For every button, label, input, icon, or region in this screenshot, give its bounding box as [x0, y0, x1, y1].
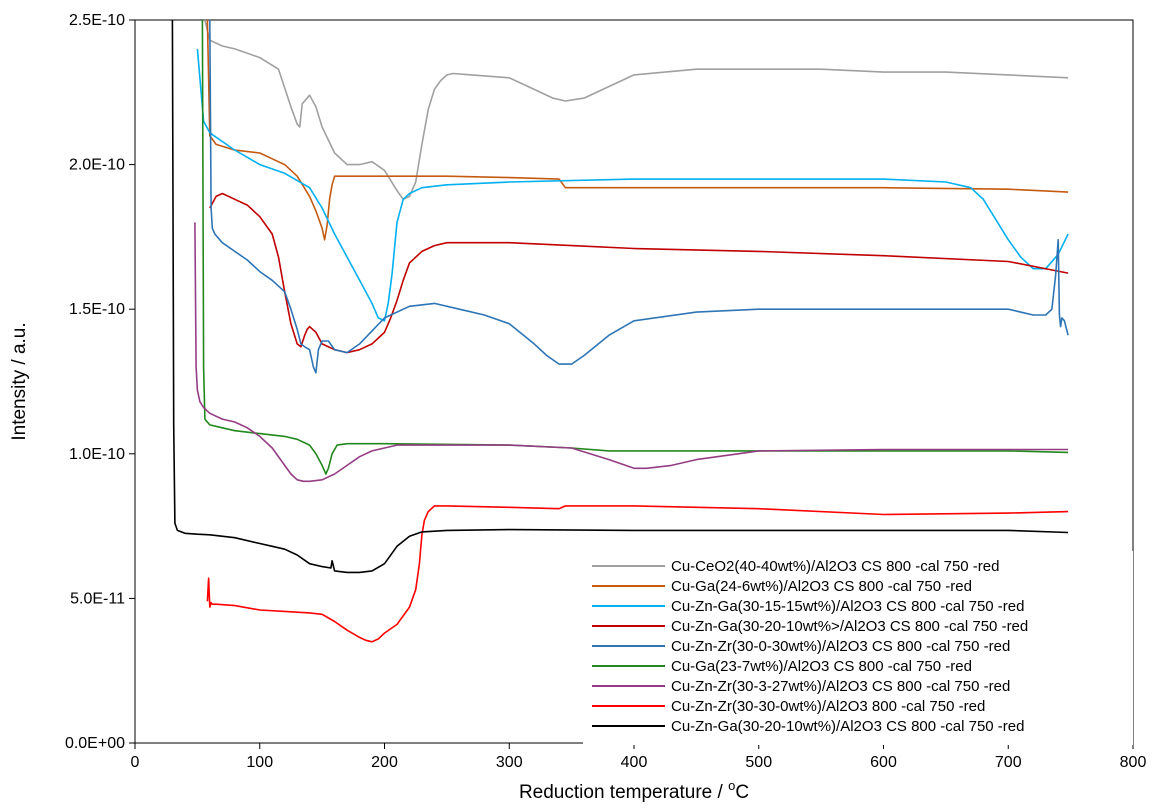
x-axis-title-unit: C: [735, 782, 749, 803]
y-tick-label: 2.5E-10: [69, 12, 125, 29]
x-tick-label: 0: [131, 754, 140, 771]
x-tick-label: 400: [621, 754, 648, 771]
series-line-6: [201, 19, 1069, 475]
x-tick-label: 700: [995, 754, 1022, 771]
series-line-3: [196, 48, 1069, 322]
legend-label-4: Cu-Zn-Ga(30-20-10wt%>/Al2O3 CS 800 -cal …: [671, 618, 1028, 635]
x-tick-label: 800: [1120, 754, 1147, 771]
x-tick-label: 500: [745, 754, 772, 771]
y-tick-label: 1.5E-10: [69, 301, 125, 318]
x-axis-title: Reduction temperature / oC: [519, 778, 749, 803]
y-tick-label: 2.0E-10: [69, 157, 125, 174]
legend: Cu-CeO2(40-40wt%)/Al2O3 CS 800 -cal 750 …: [583, 551, 1133, 745]
series-line-7: [194, 222, 1069, 483]
legend-label-3: Cu-Zn-Ga(30-15-15wt%)/Al2O3 CS 800 -cal …: [671, 598, 1024, 615]
x-tick-label: 600: [870, 754, 897, 771]
x-axis-title-main: Reduction temperature /: [519, 782, 728, 803]
legend-label-9: Cu-Zn-Ga(30-20-10wt%)/Al2O3 CS 800 -cal …: [671, 718, 1024, 735]
x-tick-label: 300: [496, 754, 523, 771]
x-tick-label: 100: [246, 754, 273, 771]
series-line-2: [206, 19, 1069, 241]
legend-label-1: Cu-CeO2(40-40wt%)/Al2O3 CS 800 -cal 750 …: [671, 558, 999, 575]
legend-label-7: Cu-Zn-Zr(30-3-27wt%)/Al2O3 CS 800 -cal 7…: [671, 678, 1010, 695]
series-layer: [171, 19, 1069, 643]
y-tick-label: 0.0E+00: [65, 735, 125, 752]
series-line-5: [209, 19, 1069, 374]
y-tick-label: 1.0E-10: [69, 446, 125, 463]
legend-box: [583, 551, 1133, 745]
x-tick-label: 200: [371, 754, 398, 771]
legend-label-6: Cu-Ga(23-7wt%)/Al2O3 CS 800 -cal 750 -re…: [671, 658, 972, 675]
legend-label-2: Cu-Ga(24-6wt%)/Al2O3 CS 800 -cal 750 -re…: [671, 578, 972, 595]
y-axis-title: Intensity / a.u.: [9, 322, 30, 440]
series-line-9: [171, 19, 1069, 574]
series-line-8: [206, 505, 1069, 643]
legend-label-8: Cu-Zn-Zr(30-30-0wt%)/Al2O3 800 -cal 750 …: [671, 698, 985, 715]
series-line-1: [204, 19, 1069, 201]
legend-label-5: Cu-Zn-Zr(30-0-30wt%)/Al2O3 CS 800 -cal 7…: [671, 638, 1010, 655]
y-tick-label: 5.0E-11: [70, 590, 125, 607]
x-axis-title-superscript: o: [728, 778, 735, 793]
